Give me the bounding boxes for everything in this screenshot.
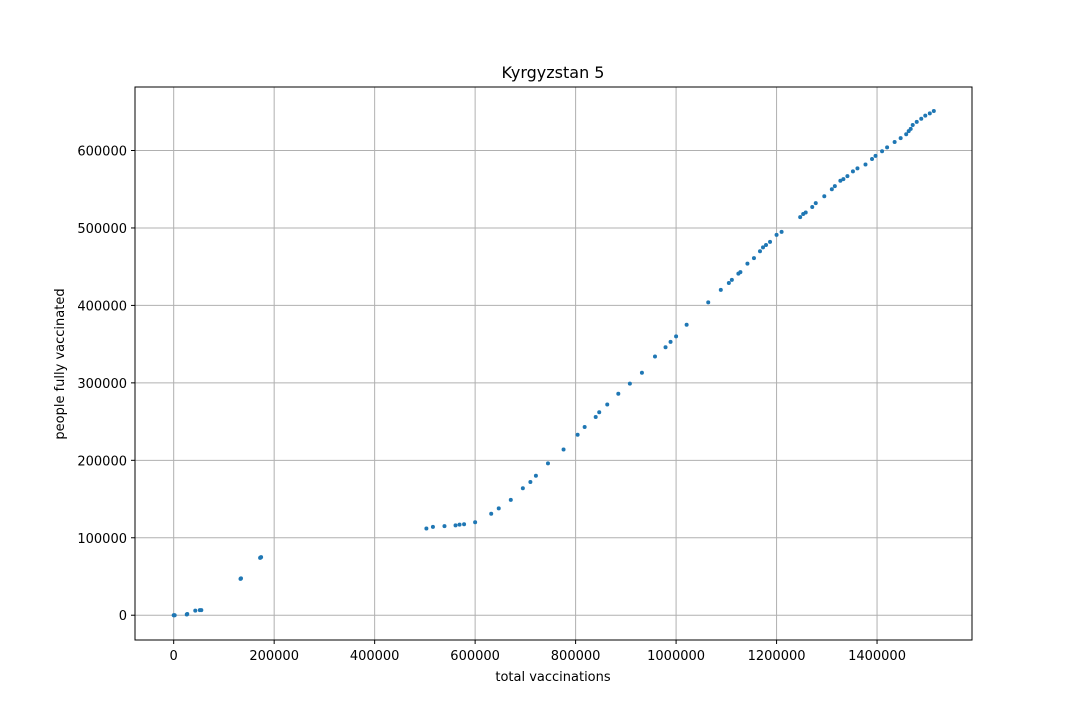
data-point bbox=[457, 522, 462, 527]
data-point bbox=[729, 277, 734, 282]
data-point bbox=[706, 300, 711, 305]
data-point bbox=[838, 178, 843, 183]
data-point bbox=[885, 145, 890, 150]
y-tick-label: 400000 bbox=[77, 299, 127, 314]
data-point bbox=[172, 613, 177, 618]
data-point bbox=[639, 370, 644, 375]
data-point bbox=[533, 473, 538, 478]
data-point bbox=[575, 432, 580, 437]
data-point bbox=[850, 169, 855, 174]
data-point bbox=[489, 511, 494, 516]
x-axis-label: total vaccinations bbox=[495, 670, 611, 685]
data-point bbox=[931, 109, 936, 114]
x-tick-label: 1400000 bbox=[848, 649, 906, 664]
data-point bbox=[430, 524, 435, 529]
data-point bbox=[764, 243, 769, 247]
data-point bbox=[605, 402, 610, 407]
data-point bbox=[582, 425, 587, 430]
data-point bbox=[855, 166, 860, 171]
data-point bbox=[908, 126, 913, 131]
data-point bbox=[829, 187, 834, 192]
data-point bbox=[919, 116, 924, 121]
data-point bbox=[668, 339, 673, 344]
data-point bbox=[845, 174, 850, 179]
data-point bbox=[473, 520, 478, 525]
x-axis-ticks: 0 200000 400000 600000 800000 1000000 1200000 1… bbox=[170, 640, 906, 664]
x-tick-label: 200000 bbox=[249, 649, 299, 664]
x-tick-label: 0 bbox=[170, 649, 178, 664]
data-point bbox=[768, 239, 773, 244]
data-point bbox=[496, 506, 501, 511]
data-point bbox=[927, 111, 932, 116]
data-point bbox=[185, 612, 190, 617]
data-point bbox=[726, 280, 731, 285]
y-tick-label: 300000 bbox=[77, 377, 127, 392]
data-point bbox=[803, 210, 808, 215]
data-point bbox=[774, 232, 779, 237]
x-tick-label: 800000 bbox=[551, 649, 601, 664]
y-tick-label: 100000 bbox=[77, 532, 127, 547]
data-point bbox=[892, 139, 897, 144]
data-point bbox=[520, 486, 525, 491]
data-point bbox=[923, 113, 928, 118]
data-point bbox=[745, 261, 750, 266]
data-point bbox=[873, 153, 878, 158]
data-point bbox=[841, 177, 846, 182]
data-point bbox=[898, 136, 903, 141]
data-point bbox=[508, 497, 513, 502]
data-point bbox=[627, 381, 632, 386]
chart-title: Kyrgyzstan 5 bbox=[502, 63, 605, 82]
y-tick-label: 500000 bbox=[77, 222, 127, 237]
data-point bbox=[880, 149, 885, 154]
y-tick-label: 600000 bbox=[77, 145, 127, 160]
data-point bbox=[424, 526, 429, 531]
data-point bbox=[597, 410, 602, 415]
data-point bbox=[259, 555, 264, 560]
data-points bbox=[171, 109, 936, 618]
y-tick-label: 0 bbox=[119, 609, 127, 624]
data-point bbox=[561, 447, 566, 452]
data-point bbox=[738, 270, 743, 275]
data-point bbox=[751, 256, 756, 261]
data-point bbox=[822, 194, 827, 199]
data-point bbox=[910, 122, 915, 127]
data-point bbox=[528, 480, 533, 484]
data-point bbox=[193, 608, 198, 613]
y-tick-label: 200000 bbox=[77, 454, 127, 469]
y-axis-label: people fully vaccinated bbox=[53, 288, 68, 439]
data-point bbox=[914, 119, 919, 124]
data-point bbox=[761, 245, 766, 250]
data-point bbox=[718, 287, 723, 292]
plot-area-frame bbox=[134, 86, 973, 641]
grid-lines bbox=[135, 87, 972, 640]
x-tick-label: 600000 bbox=[450, 649, 500, 664]
data-point bbox=[674, 334, 679, 339]
data-point bbox=[798, 215, 803, 220]
data-point bbox=[462, 522, 467, 527]
x-tick-label: 1200000 bbox=[748, 649, 806, 664]
data-point bbox=[779, 229, 784, 234]
data-point bbox=[199, 608, 204, 613]
data-point bbox=[545, 461, 550, 466]
data-point bbox=[652, 354, 657, 359]
data-point bbox=[593, 414, 598, 419]
data-point bbox=[239, 576, 244, 581]
data-point bbox=[616, 391, 621, 396]
data-point bbox=[813, 201, 818, 206]
y-axis-ticks: 0 100000 200000 300000 400000 500000 600000 bbox=[77, 145, 135, 624]
data-point bbox=[453, 523, 458, 528]
data-point bbox=[663, 345, 668, 350]
x-tick-label: 400000 bbox=[350, 649, 400, 664]
data-point bbox=[810, 205, 815, 210]
data-point bbox=[870, 157, 875, 162]
data-point bbox=[863, 162, 868, 167]
data-point bbox=[684, 322, 689, 327]
data-point bbox=[904, 132, 909, 137]
data-point bbox=[832, 184, 837, 189]
x-tick-label: 1000000 bbox=[647, 649, 705, 664]
data-point bbox=[757, 249, 762, 254]
data-point bbox=[442, 524, 447, 529]
